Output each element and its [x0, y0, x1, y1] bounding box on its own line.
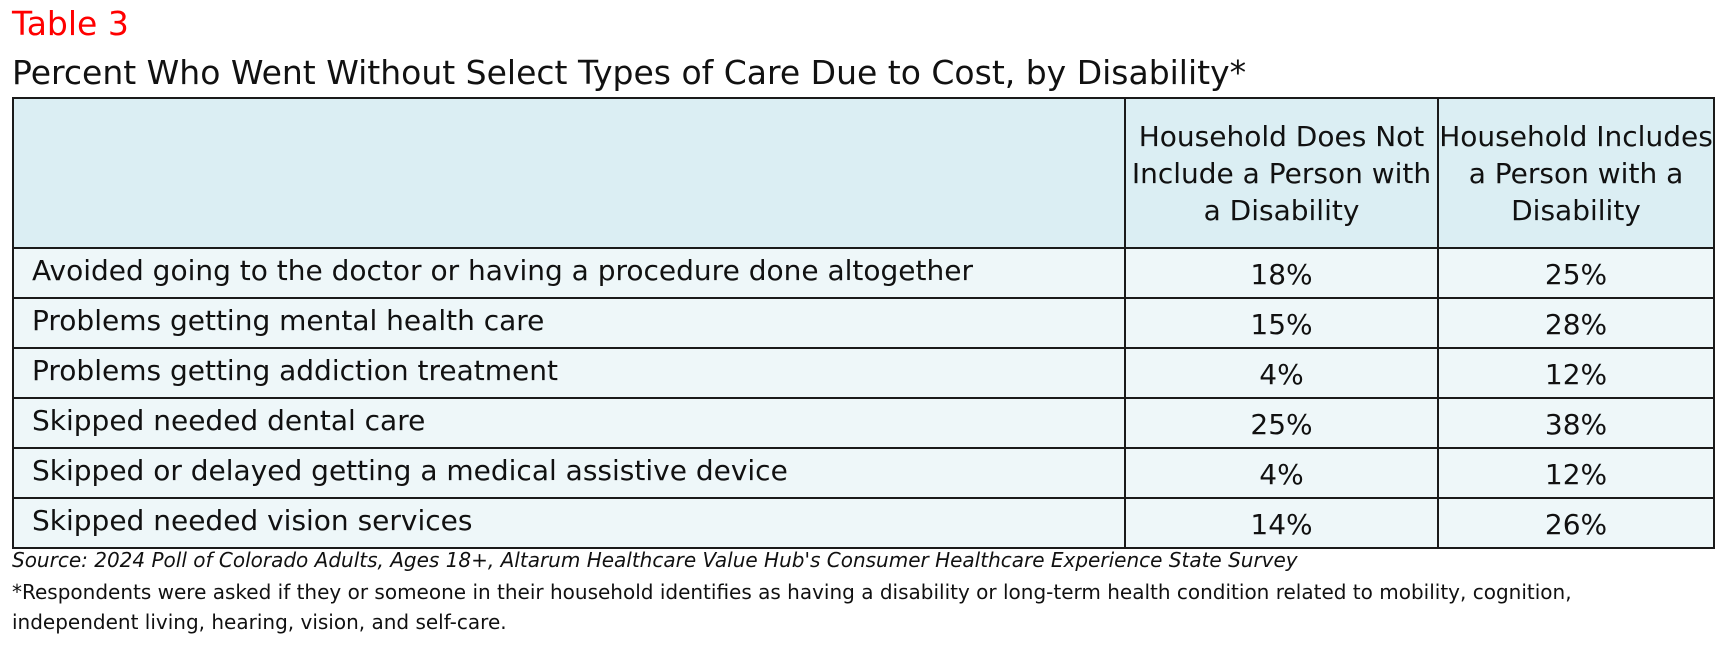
row-disability-value: 38% [1437, 397, 1715, 449]
row-no-disability-value: 18% [1124, 247, 1439, 299]
row-no-disability-value: 25% [1124, 397, 1439, 449]
data-table: Household Does Not Include a Person with… [12, 97, 1715, 549]
source-note: Source: 2024 Poll of Colorado Adults, Ag… [12, 548, 1298, 572]
table-row: Problems getting mental health care 15% … [12, 297, 1715, 349]
row-item: Avoided going to the doctor or having a … [12, 247, 1126, 299]
row-item: Skipped or delayed getting a medical ass… [12, 447, 1126, 499]
table-header-row: Household Does Not Include a Person with… [12, 97, 1715, 249]
row-no-disability-value: 4% [1124, 447, 1439, 499]
row-item: Problems getting addiction treatment [12, 347, 1126, 399]
table-row: Skipped or delayed getting a medical ass… [12, 447, 1715, 499]
row-disability-value: 28% [1437, 297, 1715, 349]
header-no-disability: Household Does Not Include a Person with… [1124, 97, 1439, 249]
header-blank-cell [12, 97, 1126, 249]
row-disability-value: 12% [1437, 447, 1715, 499]
row-item: Problems getting mental health care [12, 297, 1126, 349]
header-disability: Household Includes a Person with a Disab… [1437, 97, 1715, 249]
row-item: Skipped needed vision services [12, 497, 1126, 549]
row-disability-value: 12% [1437, 347, 1715, 399]
table-label: Table 3 [12, 4, 129, 43]
row-no-disability-value: 14% [1124, 497, 1439, 549]
table-row: Skipped needed vision services 14% 26% [12, 497, 1715, 549]
table-title: Percent Who Went Without Select Types of… [12, 53, 1247, 92]
table-row: Problems getting addiction treatment 4% … [12, 347, 1715, 399]
table-row: Skipped needed dental care 25% 38% [12, 397, 1715, 449]
row-disability-value: 25% [1437, 247, 1715, 299]
row-item: Skipped needed dental care [12, 397, 1126, 449]
row-no-disability-value: 4% [1124, 347, 1439, 399]
row-disability-value: 26% [1437, 497, 1715, 549]
table-row: Avoided going to the doctor or having a … [12, 247, 1715, 299]
row-no-disability-value: 15% [1124, 297, 1439, 349]
footnote: *Respondents were asked if they or someo… [12, 580, 1572, 634]
